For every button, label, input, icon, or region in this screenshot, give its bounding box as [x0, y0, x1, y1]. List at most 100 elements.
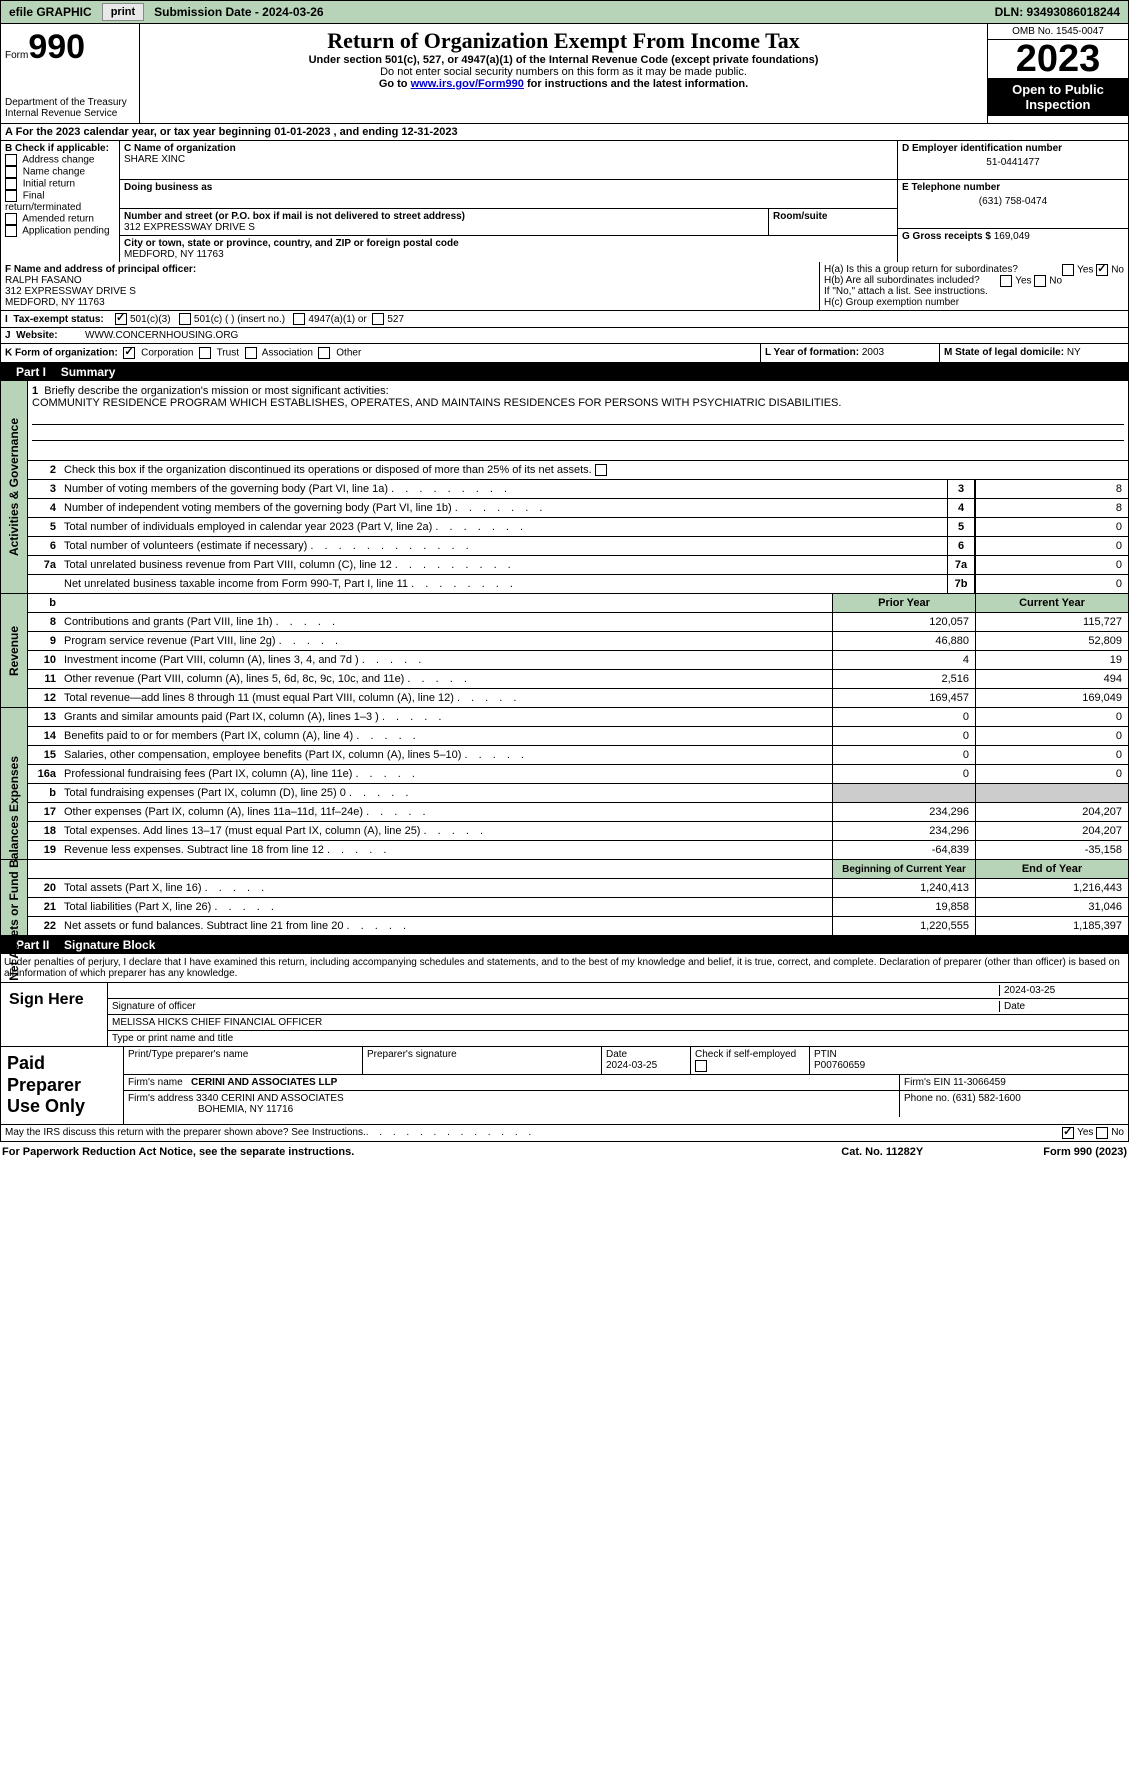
city-label: City or town, state or province, country… [124, 238, 893, 249]
goto-prefix: Go to [379, 78, 411, 90]
line20-current: 1,216,443 [975, 879, 1128, 897]
ssn-warning: Do not enter social security numbers on … [144, 66, 983, 78]
end-year-header: End of Year [975, 860, 1128, 878]
line9-prior: 46,880 [832, 632, 975, 650]
line9-current: 52,809 [975, 632, 1128, 650]
line14-prior: 0 [832, 727, 975, 745]
line11-prior: 2,516 [832, 670, 975, 688]
part1-header: Part I Summary [0, 363, 1129, 381]
line13-prior: 0 [832, 708, 975, 726]
discontinued-checkbox[interactable] [595, 464, 607, 476]
irs-link[interactable]: www.irs.gov/Form990 [411, 78, 524, 90]
sign-date: 2024-03-25 [999, 985, 1124, 996]
line14-current: 0 [975, 727, 1128, 745]
treasury-dept: Department of the Treasury [5, 97, 135, 108]
officer-street: 312 EXPRESSWAY DRIVE S [5, 286, 815, 297]
org-form-row: K Form of organization: Corporation Trus… [0, 344, 1129, 363]
submission-date: Submission Date - 2024-03-26 [146, 5, 331, 19]
trust-checkbox[interactable] [199, 347, 211, 359]
officer-city: MEDFORD, NY 11763 [5, 297, 815, 308]
dln: DLN: 93493086018244 [987, 5, 1128, 19]
form-number: 990 [28, 28, 85, 66]
catalog-number: Cat. No. 11282Y [841, 1146, 923, 1158]
form-footer: Form 990 (2023) [1043, 1146, 1127, 1158]
website-value: WWW.CONCERNHOUSING.ORG [85, 330, 238, 341]
line8-prior: 120,057 [832, 613, 975, 631]
501c-checkbox[interactable] [179, 313, 191, 325]
topbar: efile GRAPHIC print Submission Date - 20… [0, 0, 1129, 24]
org-name-label: C Name of organization [124, 143, 893, 154]
h-a-label: H(a) Is this a group return for subordin… [824, 264, 1018, 275]
line5-value: 0 [975, 518, 1128, 536]
sign-here-label: Sign Here [1, 983, 108, 1046]
type-name-label: Type or print name and title [108, 1031, 1128, 1046]
begin-year-header: Beginning of Current Year [832, 860, 975, 878]
line21-prior: 19,858 [832, 898, 975, 916]
line17-current: 204,207 [975, 803, 1128, 821]
checkbox-initialreturn[interactable] [5, 178, 17, 190]
h-b-note: If "No," attach a list. See instructions… [824, 286, 1124, 297]
line11-current: 494 [975, 670, 1128, 688]
goto-suffix: for instructions and the latest informat… [524, 78, 748, 90]
hb-yes-checkbox[interactable] [1000, 275, 1012, 287]
firm-name: CERINI AND ASSOCIATES LLP [191, 1077, 337, 1088]
501c3-checkbox[interactable] [115, 313, 127, 325]
tax-status-row: I Tax-exempt status: 501(c)(3) 501(c) ( … [0, 311, 1129, 328]
ein-label: D Employer identification number [902, 143, 1124, 154]
h-b-label: H(b) Are all subordinates included? [824, 275, 980, 286]
lineb-prior [832, 784, 975, 802]
line18-current: 204,207 [975, 822, 1128, 840]
4947-checkbox[interactable] [293, 313, 305, 325]
preparer-date: 2024-03-25 [606, 1060, 657, 1071]
line4-value: 8 [975, 499, 1128, 517]
checkbox-namechange[interactable] [5, 166, 17, 178]
firm-phone: (631) 582-1600 [952, 1093, 1020, 1104]
self-employed-checkbox[interactable] [695, 1060, 707, 1072]
line10-prior: 4 [832, 651, 975, 669]
line12-prior: 169,457 [832, 689, 975, 707]
netassets-label: Net Assets or Fund Balances [7, 815, 21, 981]
checkbox-applicationpending[interactable] [5, 225, 17, 237]
efile-label: efile GRAPHIC [1, 5, 100, 19]
tax-year: 2023 [988, 40, 1128, 78]
current-year-header: Current Year [975, 594, 1128, 612]
lineb-current [975, 784, 1128, 802]
form-header: Form990 Department of the Treasury Inter… [0, 24, 1129, 124]
expenses-section: Expenses 13Grants and similar amounts pa… [0, 708, 1129, 860]
line22-current: 1,185,397 [975, 917, 1128, 935]
line8-current: 115,727 [975, 613, 1128, 631]
hb-no-checkbox[interactable] [1034, 275, 1046, 287]
527-checkbox[interactable] [372, 313, 384, 325]
discuss-yes-checkbox[interactable] [1062, 1127, 1074, 1139]
ha-yes-checkbox[interactable] [1062, 264, 1074, 276]
public-inspection: Open to Public Inspection [988, 78, 1128, 116]
print-button[interactable]: print [102, 3, 144, 21]
checkbox-finalreturnterminated[interactable] [5, 190, 17, 202]
checkbox-addresschange[interactable] [5, 154, 17, 166]
gross-receipts-value: 169,049 [994, 231, 1030, 242]
paid-preparer-label: Paid Preparer Use Only [1, 1047, 124, 1124]
checkbox-amendedreturn[interactable] [5, 213, 17, 225]
section-b-label: B Check if applicable: [5, 143, 115, 154]
irs-label: Internal Revenue Service [5, 108, 135, 119]
gross-receipts-label: G Gross receipts $ [902, 231, 994, 242]
sig-officer-label: Signature of officer [112, 1001, 999, 1012]
line10-current: 19 [975, 651, 1128, 669]
officer-name: RALPH FASANO [5, 275, 815, 286]
line16a-current: 0 [975, 765, 1128, 783]
ptin-value: P00760659 [814, 1060, 865, 1071]
domicile-state: NY [1067, 347, 1081, 358]
other-checkbox[interactable] [318, 347, 330, 359]
firm-ein: 11-3066459 [953, 1077, 1006, 1088]
line7a-value: 0 [975, 556, 1128, 574]
assoc-checkbox[interactable] [245, 347, 257, 359]
officer-name-title: MELISSA HICKS CHIEF FINANCIAL OFFICER [108, 1015, 1128, 1031]
dba-label: Doing business as [124, 182, 893, 193]
mission-text: COMMUNITY RESIDENCE PROGRAM WHICH ESTABL… [32, 397, 841, 409]
line19-current: -35,158 [975, 841, 1128, 859]
corp-checkbox[interactable] [123, 347, 135, 359]
discuss-no-checkbox[interactable] [1096, 1127, 1108, 1139]
org-name: SHARE XINC [124, 154, 893, 165]
ha-no-checkbox[interactable] [1096, 264, 1108, 276]
identity-section: B Check if applicable: Address change Na… [0, 141, 1129, 262]
